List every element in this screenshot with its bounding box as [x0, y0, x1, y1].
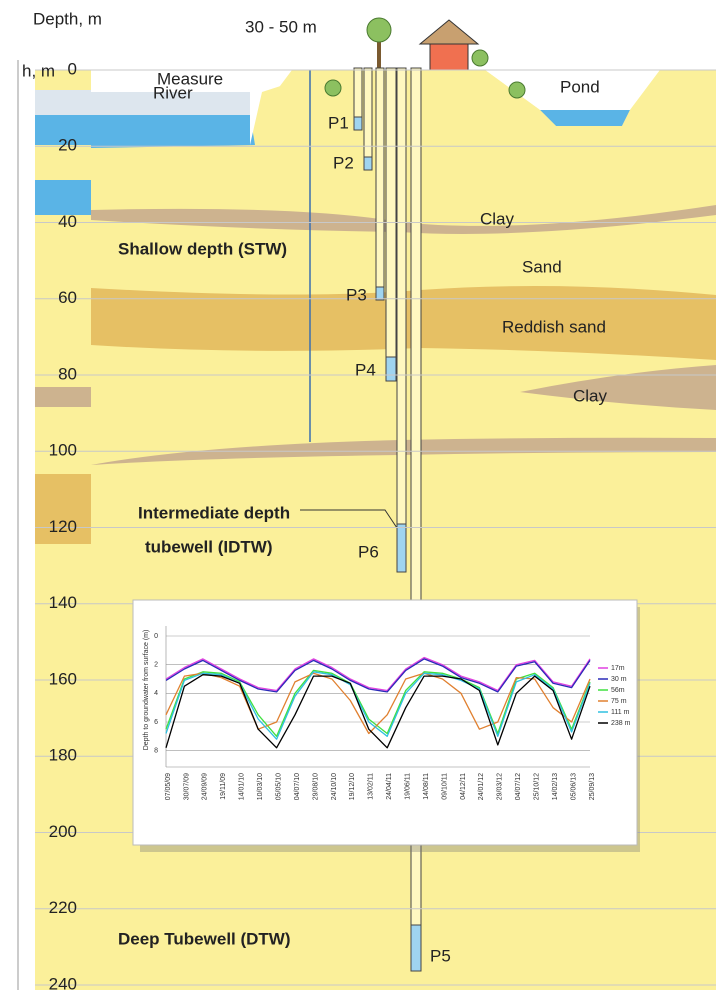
- diagram: 020406080100120140160180200220240 Depth,…: [0, 0, 716, 995]
- x-tick-label: 14/08/11: [423, 773, 430, 800]
- distance-label: 30 - 50 m: [245, 17, 317, 36]
- legend-label: 17m: [611, 665, 625, 672]
- x-tick-label: 10/03/10: [257, 773, 264, 800]
- inset-chart: Depth to groundwater from surface (m) 0 2…: [133, 600, 640, 852]
- depth-tick-label: 200: [49, 822, 77, 841]
- x-tick-label: 24/04/11: [386, 773, 393, 800]
- x-tick-label: 07/05/09: [165, 773, 172, 800]
- depth-tick-label: 240: [49, 974, 77, 993]
- piezometer-label: P4: [355, 360, 376, 379]
- depth-tick-label: 0: [68, 59, 77, 78]
- depth-tick-label: 40: [58, 212, 77, 231]
- depth-tick-label: 100: [49, 441, 77, 460]
- x-tick-label: 24/01/12: [478, 773, 485, 800]
- x-tick-label: 25/09/13: [589, 773, 596, 800]
- x-tick-label: 25/10/12: [534, 773, 541, 800]
- x-tick-label: 13/02/11: [368, 773, 375, 800]
- well-label: Intermediate depth: [138, 503, 290, 522]
- y-tick-label: 2: [154, 662, 158, 669]
- piezometer-label: P3: [346, 285, 367, 304]
- x-tick-label: 09/10/11: [441, 773, 448, 800]
- y-tick-label: 8: [154, 748, 158, 755]
- x-tick-label: 30/07/09: [183, 773, 190, 800]
- x-tick-label: 24/09/09: [202, 773, 209, 800]
- x-tick-label: 04/12/11: [460, 773, 467, 800]
- left-sky: [35, 90, 91, 115]
- depth-tick-label: 180: [49, 746, 77, 765]
- well-label: tubewell (IDTW): [145, 537, 272, 556]
- depth-label-cut: h, m: [22, 61, 55, 80]
- x-tick-label: 19/06/11: [404, 773, 411, 800]
- left-water: [35, 180, 91, 215]
- legend-label: 56m: [611, 687, 625, 694]
- x-tick-label: 19/12/10: [349, 773, 356, 800]
- piezometer-label: P2: [333, 153, 354, 172]
- x-tick-label: 14/02/13: [552, 773, 559, 800]
- y-tick-label: 0: [154, 633, 158, 640]
- x-tick-label: 14/01/10: [239, 773, 246, 800]
- layer-label: Clay: [480, 209, 515, 228]
- piezometer-label: P1: [328, 113, 349, 132]
- depth-tick-label: 80: [58, 364, 77, 383]
- x-tick-label: 29/08/10: [312, 773, 319, 800]
- x-tick-label: 05/06/13: [570, 773, 577, 800]
- x-tick-label: 24/10/10: [331, 773, 338, 800]
- x-tick-label: 19/11/09: [220, 773, 227, 800]
- piezometer-label: P6: [358, 542, 379, 561]
- x-tick-label: 04/07/12: [515, 773, 522, 800]
- well-label: Deep Tubewell (DTW): [118, 929, 291, 948]
- river-water: [91, 115, 255, 148]
- page: {"header": {"depth_label": "Depth, m", "…: [0, 0, 716, 995]
- pond-label: Pond: [560, 77, 600, 96]
- legend-label: 30 m: [611, 676, 627, 683]
- x-tick-label: 29/03/12: [497, 773, 504, 800]
- layer-label: Reddish sand: [502, 317, 606, 336]
- depth-tick-label: 20: [58, 136, 77, 155]
- y-axis-label: Depth to groundwater from surface (m): [143, 630, 150, 751]
- legend-label: 111 m: [611, 709, 630, 716]
- depth-tick-label: 160: [49, 669, 77, 688]
- piezometer-label: P5: [430, 946, 451, 965]
- depth-tick-label: 140: [49, 593, 77, 612]
- x-tick-label: 05/05/10: [275, 773, 282, 800]
- legend-label: 75 m: [611, 698, 627, 705]
- y-tick-label: 6: [154, 719, 158, 726]
- depth-tick-label: 220: [49, 898, 77, 917]
- layer-label: Clay: [573, 386, 608, 405]
- layer-label: Sand: [522, 257, 562, 276]
- y-tick-label: 4: [154, 690, 158, 697]
- inset-frame: [133, 600, 637, 845]
- river-label: River: [153, 83, 193, 102]
- well-label: Shallow depth (STW): [118, 239, 287, 258]
- x-tick-label: 04/07/10: [294, 773, 301, 800]
- legend-label: 238 m: [611, 720, 631, 727]
- depth-label: Depth, m: [33, 9, 102, 28]
- depth-tick-label: 120: [49, 517, 77, 536]
- left-clay: [35, 387, 91, 407]
- depth-tick-label: 60: [58, 288, 77, 307]
